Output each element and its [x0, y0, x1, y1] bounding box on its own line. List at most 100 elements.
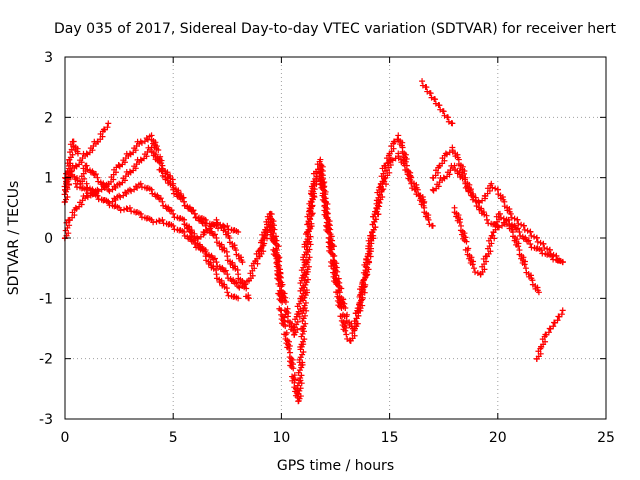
data-point: [297, 280, 304, 287]
data-point: [463, 238, 470, 245]
data-point: [370, 232, 377, 239]
data-point: [299, 318, 306, 325]
series-trace-14: [181, 216, 246, 266]
y-tick-label: 0: [44, 231, 53, 247]
data-point: [241, 279, 248, 286]
data-point: [310, 190, 317, 197]
data-point: [328, 244, 335, 251]
data-point: [302, 312, 309, 319]
data-point: [67, 160, 74, 167]
data-point: [419, 78, 426, 85]
data-point: [224, 271, 231, 278]
data-point: [300, 264, 307, 271]
data-point: [425, 216, 432, 223]
data-point: [304, 236, 311, 243]
data-point: [507, 210, 514, 217]
data-point: [432, 96, 439, 103]
data-point: [297, 374, 304, 381]
data-point: [505, 216, 512, 223]
data-point: [540, 241, 547, 248]
data-point: [545, 329, 552, 336]
data-point: [309, 203, 316, 210]
x-tick-label: 15: [381, 430, 399, 446]
data-point: [338, 285, 345, 292]
data-point: [538, 247, 545, 254]
data-point: [301, 302, 308, 309]
data-point: [531, 233, 538, 240]
x-tick-label: 10: [272, 430, 290, 446]
data-point: [528, 232, 535, 239]
data-point: [365, 266, 372, 273]
data-point: [159, 198, 166, 205]
data-point: [327, 226, 334, 233]
data-point: [496, 210, 503, 217]
data-point: [83, 180, 90, 187]
data-point: [365, 258, 372, 265]
data-point: [295, 369, 302, 376]
data-point: [294, 326, 301, 333]
data-point: [488, 232, 495, 239]
data-point: [302, 320, 309, 327]
data-point: [296, 356, 303, 363]
data-point: [282, 323, 289, 330]
data-point: [303, 287, 310, 294]
data-point: [167, 208, 174, 215]
data-point: [296, 387, 303, 394]
data-point: [301, 251, 308, 258]
data-point: [65, 173, 72, 180]
series-trace-3: [61, 138, 81, 206]
data-point: [342, 305, 349, 311]
data-point: [294, 390, 301, 397]
data-point: [137, 210, 144, 217]
data-point: [297, 362, 304, 369]
data-point: [546, 247, 553, 254]
data-point: [334, 268, 341, 275]
data-point: [299, 330, 306, 337]
data-point: [301, 259, 308, 266]
data-point: [231, 280, 238, 287]
data-point: [65, 181, 72, 188]
grid: [65, 57, 606, 419]
data-point: [500, 219, 507, 226]
data-point: [489, 184, 496, 191]
data-point: [537, 239, 544, 246]
data-point: [423, 84, 430, 91]
data-point: [543, 331, 550, 338]
data-point: [191, 233, 198, 240]
data-point: [298, 285, 305, 292]
data-point: [527, 228, 534, 235]
data-point: [188, 232, 195, 239]
data-point: [488, 180, 495, 187]
data-point: [294, 382, 301, 389]
data-point: [83, 162, 90, 169]
data-point: [298, 372, 305, 379]
data-point: [511, 215, 518, 222]
data-point: [518, 221, 525, 228]
data-point: [221, 268, 228, 275]
data-point: [301, 269, 308, 276]
data-point: [445, 114, 452, 121]
data-point: [126, 204, 133, 211]
data-point: [285, 345, 292, 352]
series-trace-9: [419, 78, 456, 127]
data-point: [534, 238, 541, 245]
data-point: [74, 150, 81, 157]
data-point: [515, 243, 522, 250]
data-point: [143, 135, 150, 142]
data-point: [429, 186, 436, 193]
data-point: [469, 261, 476, 268]
data-point: [527, 241, 534, 248]
x-tick-label: 25: [597, 430, 615, 446]
data-point: [95, 188, 102, 195]
data-point: [188, 208, 195, 215]
data-point: [297, 393, 304, 400]
data-point: [94, 174, 101, 181]
data-point: [429, 222, 436, 229]
data-point: [298, 275, 305, 282]
data-point: [548, 253, 555, 260]
data-point: [138, 139, 145, 146]
data-point: [301, 277, 308, 284]
data-point: [137, 156, 144, 163]
data-point: [235, 295, 242, 302]
data-point: [126, 150, 133, 157]
